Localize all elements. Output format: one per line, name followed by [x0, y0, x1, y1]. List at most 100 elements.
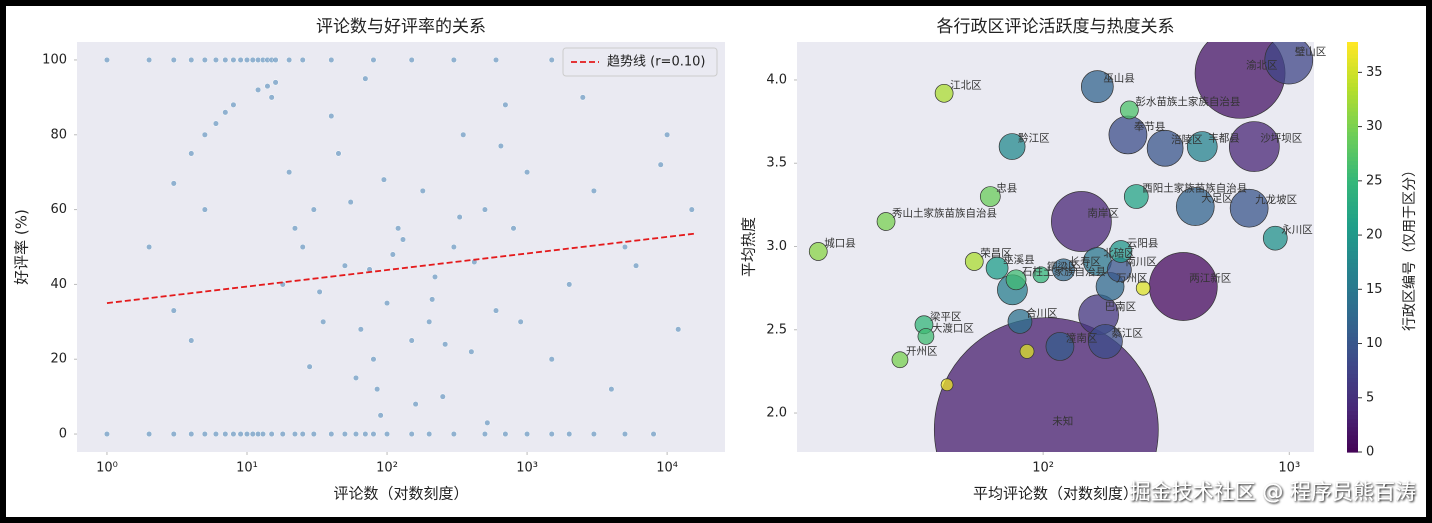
scatter-point	[170, 56, 177, 64]
scatter-point	[548, 430, 555, 438]
colorbar-segment	[1347, 275, 1358, 281]
bubble-label: 潼南区	[1066, 331, 1098, 344]
colorbar-segment	[1347, 316, 1358, 322]
scatter-point	[146, 243, 153, 251]
colorbar-segment	[1347, 255, 1358, 260]
scatter-point	[675, 326, 682, 333]
scatter-point	[201, 206, 208, 213]
scatter-point	[212, 430, 219, 438]
scatter-point	[170, 180, 177, 187]
colorbar-segment	[1347, 230, 1358, 236]
scatter-point	[316, 288, 323, 295]
bubble	[1051, 191, 1112, 252]
bubble	[1146, 129, 1184, 167]
bubble	[1123, 184, 1149, 209]
chart-title: 各行政区评论活跃度与热度关系	[937, 17, 1175, 37]
colorbar-segment	[1347, 251, 1358, 256]
colorbar-segment	[1347, 267, 1358, 273]
bubble-label: 奉节县	[1134, 120, 1166, 133]
scatter-point	[170, 430, 177, 438]
scatter-point	[633, 262, 640, 269]
colorbar-segment	[1347, 210, 1358, 215]
colorbar-segment	[1347, 378, 1358, 383]
scatter-point	[357, 326, 364, 333]
bubble	[1109, 240, 1133, 263]
scatter-point	[664, 131, 671, 138]
bubble	[985, 256, 1009, 280]
bubble-label: 永川区	[1281, 223, 1313, 236]
scatter-point	[377, 412, 384, 419]
colorbar-segment	[1347, 341, 1358, 346]
colorbar-segment	[1347, 370, 1358, 375]
colorbar-segment	[1347, 206, 1358, 211]
colorbar-segment	[1347, 402, 1358, 408]
scatter-point	[566, 281, 573, 288]
scatter-point	[362, 430, 369, 438]
bubble	[1007, 309, 1033, 334]
bubble-label: 彭水苗族土家族自治县	[1135, 95, 1240, 108]
colorbar-segment	[1347, 226, 1358, 232]
colorbar-segment	[1347, 119, 1358, 125]
bubble	[1032, 266, 1050, 284]
scatter-point	[408, 337, 415, 344]
colorbar-segment	[1347, 222, 1358, 228]
colorbar-segment	[1347, 193, 1358, 199]
colorbar-segment	[1347, 185, 1358, 191]
scatter-point	[481, 206, 488, 213]
colorbar-segment	[1347, 148, 1358, 154]
scatter-point	[222, 56, 229, 64]
scatter-point	[492, 56, 500, 64]
bubble-label: 城口县	[824, 237, 856, 249]
scatter-point	[272, 79, 279, 86]
scatter-point	[243, 430, 251, 438]
scatter-point	[566, 430, 573, 438]
scatter-point	[450, 56, 457, 64]
colorbar-segment	[1347, 345, 1358, 351]
scatter-point	[524, 430, 531, 438]
bubble	[1052, 258, 1075, 282]
scatter-point	[429, 296, 436, 303]
scatter-point	[103, 430, 111, 438]
scatter-point	[608, 386, 615, 393]
colorbar-segment	[1347, 288, 1358, 293]
y-axis-label: 平均热度	[740, 217, 758, 277]
scatter-point	[230, 101, 237, 108]
bubble-label: 巴南区	[1105, 300, 1137, 313]
scatter-point	[299, 56, 306, 64]
bubble	[979, 186, 1001, 207]
colorbar-segment	[1347, 386, 1358, 392]
scatter-point	[249, 56, 256, 64]
y-tick-label: 40	[50, 277, 67, 292]
colorbar-segment	[1347, 333, 1358, 338]
bubble	[964, 252, 984, 271]
y-tick-label: 100	[42, 52, 67, 67]
scatter-point	[188, 150, 195, 157]
colorbar-segment	[1347, 50, 1358, 55]
colorbar-segment	[1347, 169, 1358, 174]
scatter-point	[188, 430, 195, 438]
colorbar-segment	[1347, 156, 1358, 162]
bubble	[934, 83, 954, 103]
scatter-point	[688, 206, 695, 213]
scatter-point	[517, 318, 524, 325]
scatter-point	[335, 150, 342, 157]
scatter-point	[442, 341, 449, 348]
colorbar-segment	[1347, 95, 1358, 100]
colorbar-segment	[1347, 144, 1358, 150]
colorbar-segment	[1347, 165, 1358, 170]
scatter-point	[468, 348, 475, 355]
bubble	[876, 212, 896, 231]
scatter-point	[497, 142, 504, 150]
scatter-point	[201, 131, 208, 138]
scatter-point	[450, 430, 457, 438]
colorbar-segment	[1347, 173, 1358, 178]
bubble-label: 大足区	[1201, 192, 1233, 205]
y-tick-label: 3.5	[766, 156, 787, 171]
scatter-point	[460, 131, 467, 138]
scatter-point	[502, 101, 509, 108]
bubble-label: 丰都县	[1208, 132, 1240, 145]
colorbar-segment	[1347, 443, 1358, 449]
colorbar-segment	[1347, 431, 1358, 437]
y-tick-label: 3.0	[766, 239, 787, 254]
